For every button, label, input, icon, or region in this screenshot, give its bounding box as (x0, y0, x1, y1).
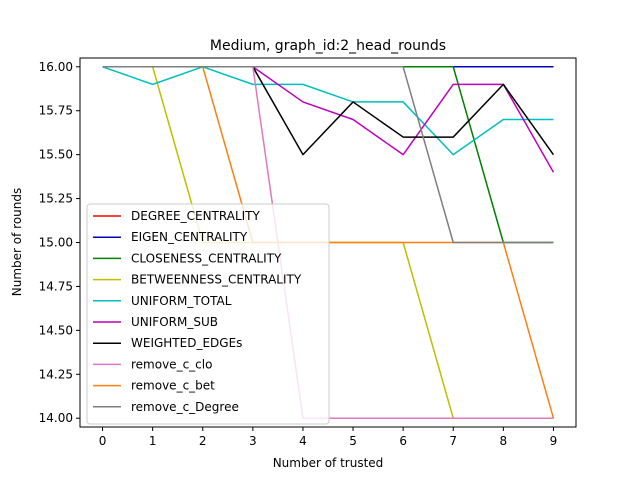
legend-label: remove_c_bet (131, 379, 215, 393)
series-line-remove-c-degree (102, 66, 554, 244)
y-tick-label: 14.75 (39, 279, 73, 293)
x-tick-label: 3 (249, 434, 257, 448)
x-tick-label: 8 (500, 434, 508, 448)
legend-label: UNIFORM_SUB (131, 315, 218, 329)
legend-label: BETWEENNESS_CENTRALITY (131, 273, 302, 287)
y-tick-label: 14.00 (39, 411, 73, 425)
y-tick-label: 14.50 (39, 323, 73, 337)
legend-label: UNIFORM_TOTAL (131, 294, 232, 308)
y-axis-label: Number of rounds (10, 188, 24, 297)
legend-label: remove_c_Degree (131, 400, 239, 414)
y-tick-label: 14.25 (39, 367, 73, 381)
x-tick-label: 2 (199, 434, 207, 448)
legend-label: WEIGHTED_EDGEs (131, 336, 242, 350)
y-axis: 14.00 14.25 14.50 14.75 15.00 15.25 15.50 15.75… (39, 60, 80, 425)
x-tick-label: 5 (349, 434, 357, 448)
x-tick-label: 7 (449, 434, 457, 448)
x-tick-label: 9 (550, 434, 558, 448)
x-tick-label: 0 (99, 434, 107, 448)
x-tick-label: 4 (299, 434, 307, 448)
y-tick-label: 15.25 (39, 192, 73, 206)
series-line-uniform-total (102, 66, 554, 156)
x-tick-label: 1 (149, 434, 157, 448)
legend-label: DEGREE_CENTRALITY (131, 209, 261, 223)
y-tick-label: 15.00 (39, 236, 73, 250)
chart-title: Medium, graph_id:2_head_rounds (210, 38, 446, 54)
legend-label: CLOSENESS_CENTRALITY (131, 251, 282, 265)
y-tick-label: 15.75 (39, 104, 73, 118)
plot-frame (79, 57, 577, 428)
x-axis-label: Number of trusted (273, 456, 384, 470)
legend: DEGREE_CENTRALITY EIGEN_CENTRALITY CLOSENE… (86, 203, 330, 425)
y-tick-label: 15.50 (39, 148, 73, 162)
x-axis: 0 1 2 3 4 5 6 7 8 9 (99, 427, 558, 448)
legend-label: remove_c_clo (131, 357, 212, 371)
x-tick-label: 6 (399, 434, 407, 448)
legend-box (86, 203, 330, 425)
y-tick-label: 16.00 (39, 60, 73, 74)
legend-label: EIGEN_CENTRALITY (131, 230, 248, 244)
